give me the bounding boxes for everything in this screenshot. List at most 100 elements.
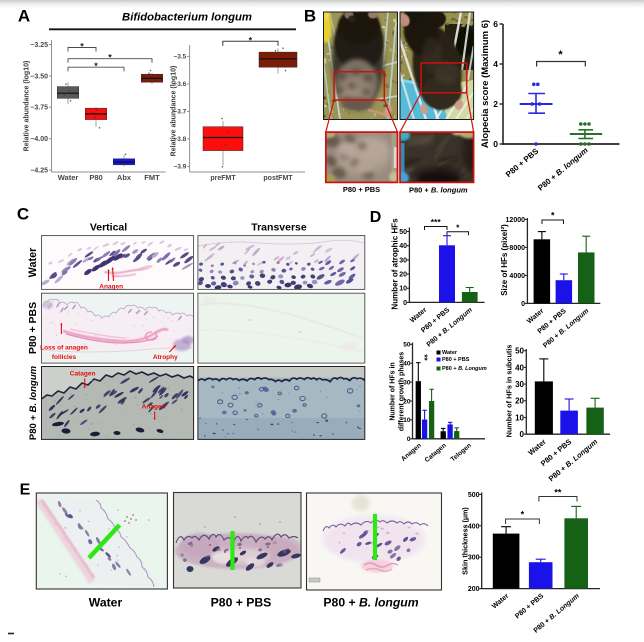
svg-text:300: 300 xyxy=(468,555,480,562)
svg-text:different growth phases: different growth phases xyxy=(399,352,406,431)
svg-text:E: E xyxy=(20,482,31,499)
svg-text:P80 + B. Longum: P80 + B. Longum xyxy=(442,366,487,372)
svg-text:Size of HFs (pixel²): Size of HFs (pixel²) xyxy=(500,224,509,296)
svg-text:*: * xyxy=(108,52,112,62)
svg-text:10: 10 xyxy=(403,417,411,424)
svg-text:Water: Water xyxy=(526,437,548,457)
svg-text:preFMT: preFMT xyxy=(210,175,236,182)
svg-text:8000: 8000 xyxy=(509,245,525,252)
svg-text:P80 + B. longum: P80 + B. longum xyxy=(536,146,590,193)
svg-text:−3.8: −3.8 xyxy=(173,136,186,143)
svg-text:Catagen: Catagen xyxy=(70,371,96,378)
svg-text:12000: 12000 xyxy=(506,217,526,224)
svg-text:−3.7: −3.7 xyxy=(173,109,186,116)
svg-text:30: 30 xyxy=(399,257,407,264)
svg-text:500: 500 xyxy=(468,492,480,499)
svg-text:P80 + PBS: P80 + PBS xyxy=(27,302,39,354)
svg-text:0: 0 xyxy=(520,430,525,439)
svg-text:P80 + PBS: P80 + PBS xyxy=(504,146,541,179)
svg-text:200: 200 xyxy=(468,586,480,593)
svg-text:Alopecia score (Maximum 6): Alopecia score (Maximum 6) xyxy=(480,20,491,148)
svg-text:Transverse: Transverse xyxy=(251,222,307,234)
svg-text:−3.9: −3.9 xyxy=(173,164,186,171)
svg-text:4000: 4000 xyxy=(509,273,525,280)
svg-text:*: * xyxy=(551,211,555,221)
svg-text:Water: Water xyxy=(442,350,458,356)
svg-text:Telogen: Telogen xyxy=(450,442,473,463)
svg-text:20: 20 xyxy=(515,397,524,406)
svg-text:P80 + B. longum: P80 + B. longum xyxy=(323,596,418,610)
svg-text:FMT: FMT xyxy=(144,173,160,182)
svg-text:Vertical: Vertical xyxy=(90,222,127,234)
svg-text:C: C xyxy=(17,205,29,224)
svg-text:*: * xyxy=(558,49,563,61)
svg-text:P80 + B. longum: P80 + B. longum xyxy=(28,365,39,440)
svg-text:400: 400 xyxy=(468,523,480,530)
svg-text:follicles: follicles xyxy=(52,354,77,361)
svg-text:Anagen: Anagen xyxy=(99,283,123,290)
svg-text:−4.00: −4.00 xyxy=(30,136,48,143)
svg-text:Catagen: Catagen xyxy=(424,442,448,464)
svg-text:*: * xyxy=(94,61,98,71)
svg-text:Atrophy: Atrophy xyxy=(153,354,178,361)
svg-text:50: 50 xyxy=(399,229,407,236)
svg-text:−3.25: −3.25 xyxy=(30,42,48,49)
svg-text:50: 50 xyxy=(515,347,524,356)
svg-text:P80 + PBS: P80 + PBS xyxy=(211,596,272,610)
svg-text:−3.75: −3.75 xyxy=(30,105,48,112)
svg-text:postFMT: postFMT xyxy=(263,175,293,182)
svg-text:D: D xyxy=(370,209,382,226)
svg-text:2: 2 xyxy=(493,99,498,109)
svg-text:**: ** xyxy=(420,354,429,361)
svg-text:50: 50 xyxy=(403,342,411,349)
svg-text:Water: Water xyxy=(409,307,428,325)
svg-text:−3.6: −3.6 xyxy=(173,81,186,88)
svg-text:20: 20 xyxy=(399,272,407,279)
svg-text:4: 4 xyxy=(493,59,498,69)
svg-text:Water: Water xyxy=(526,308,545,326)
svg-text:Number of HFs in subcutis: Number of HFs in subcutis xyxy=(505,345,514,438)
svg-text:Anagen: Anagen xyxy=(142,404,166,411)
svg-text:Number of HFs in: Number of HFs in xyxy=(390,362,397,420)
svg-text:0: 0 xyxy=(521,301,525,308)
svg-text:40: 40 xyxy=(515,363,524,372)
svg-text:Bifidobacterium longum: Bifidobacterium longum xyxy=(122,12,252,24)
svg-text:*: * xyxy=(521,510,525,520)
svg-text:P80 + PBS: P80 + PBS xyxy=(442,357,470,363)
svg-text:Water: Water xyxy=(58,173,79,182)
svg-text:Loss of anagen: Loss of anagen xyxy=(40,345,88,352)
svg-text:Water: Water xyxy=(491,593,510,611)
svg-text:40: 40 xyxy=(399,243,407,250)
svg-text:−4.25: −4.25 xyxy=(30,168,48,175)
svg-text:P80 + B. longum: P80 + B. longum xyxy=(409,186,468,195)
svg-text:P80 + PBS: P80 + PBS xyxy=(514,592,545,620)
svg-text:Skin thickness (µm): Skin thickness (µm) xyxy=(461,507,470,575)
svg-text:***: *** xyxy=(431,217,442,227)
svg-text:Abx: Abx xyxy=(117,173,132,182)
svg-text:Water: Water xyxy=(89,596,123,610)
svg-text:6: 6 xyxy=(493,19,498,29)
svg-text:*: * xyxy=(456,222,460,232)
svg-text:**: ** xyxy=(554,488,562,498)
svg-text:Relative abundance (log10): Relative abundance (log10) xyxy=(24,61,31,152)
svg-text:0: 0 xyxy=(407,436,411,443)
svg-text:30: 30 xyxy=(515,380,524,389)
svg-text:*: * xyxy=(80,41,84,51)
svg-text:Water: Water xyxy=(27,247,39,277)
svg-text:20: 20 xyxy=(403,398,411,405)
svg-text:0: 0 xyxy=(403,300,407,307)
svg-text:Relative abundance (log10): Relative abundance (log10) xyxy=(171,66,178,157)
svg-text:A: A xyxy=(18,7,30,26)
svg-text:−3.5: −3.5 xyxy=(173,54,186,61)
svg-text:P80: P80 xyxy=(89,173,102,182)
svg-text:10: 10 xyxy=(515,413,524,422)
svg-text:0: 0 xyxy=(493,139,498,149)
svg-text:B: B xyxy=(304,7,316,26)
svg-text:40: 40 xyxy=(403,361,411,368)
svg-text:*: * xyxy=(249,35,253,45)
svg-text:Anagen: Anagen xyxy=(400,442,423,463)
svg-text:P80 + PBS: P80 + PBS xyxy=(343,185,380,194)
svg-text:−3.50: −3.50 xyxy=(30,73,48,80)
svg-text:30: 30 xyxy=(403,379,411,386)
svg-text:10: 10 xyxy=(399,286,407,293)
